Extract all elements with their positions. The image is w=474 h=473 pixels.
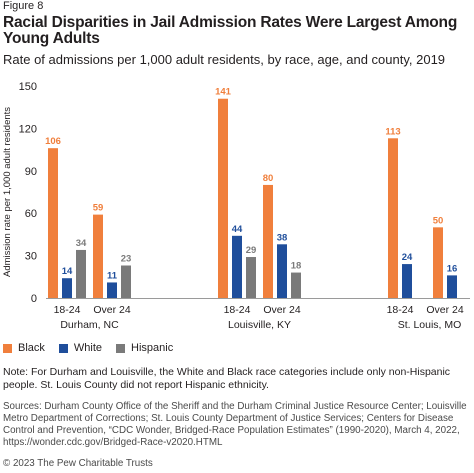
data-label-white: 16 — [447, 263, 458, 274]
county-label: Louisville, KY — [228, 319, 291, 331]
y-axis-label: Admission rate per 1,000 adult residents — [2, 107, 13, 277]
y-tick-label: 150 — [19, 81, 37, 93]
bar-white — [447, 275, 457, 298]
x-tick-label: 18-24 — [224, 304, 251, 316]
bar-black — [263, 184, 273, 298]
x-tick-label: Over 24 — [93, 304, 131, 316]
chart-title: Racial Disparities in Jail Admission Rat… — [3, 14, 458, 47]
bar-hispanic — [76, 249, 86, 298]
chart-note: Note: For Durham and Louisville, the Whi… — [3, 366, 451, 391]
bar-white — [232, 235, 242, 298]
data-label-white: 44 — [232, 224, 243, 235]
legend-item-white: White — [58, 342, 103, 354]
bar-black — [218, 98, 228, 298]
bar-black — [93, 214, 103, 298]
y-tick-label: 90 — [25, 166, 37, 178]
x-tick-label: Over 24 — [263, 304, 301, 316]
data-label-white: 11 — [107, 270, 118, 281]
figure-label: Figure 8 — [3, 0, 44, 12]
x-tick-label: Over 24 — [426, 304, 464, 316]
bar-black — [48, 148, 58, 298]
x-tick-label: 18-24 — [387, 304, 414, 316]
legend-item-hispanic: Hispanic — [116, 342, 173, 354]
copyright: © 2023 The Pew Charitable Trusts — [3, 458, 153, 469]
chart-legend: Black White Hispanic — [3, 342, 187, 354]
chart-subtitle: Rate of admissions per 1,000 adult resid… — [3, 52, 446, 67]
y-tick-label: 30 — [25, 251, 37, 263]
legend-swatch-black — [3, 343, 12, 353]
legend-label-hispanic: Hispanic — [131, 342, 174, 354]
bar-white — [107, 282, 117, 298]
x-tick-label: 18-24 — [54, 304, 81, 316]
data-label-black: 80 — [263, 173, 274, 184]
data-label-white: 24 — [402, 252, 413, 263]
y-tick-label: 60 — [25, 208, 37, 220]
legend-label-black: Black — [18, 342, 45, 354]
bar-black — [388, 138, 398, 298]
data-label-hispanic: 34 — [76, 238, 87, 249]
bar-hispanic — [246, 257, 256, 298]
bar-white — [277, 244, 287, 298]
bar-black — [433, 227, 443, 298]
data-label-white: 38 — [277, 232, 288, 243]
bar-hispanic — [121, 265, 131, 298]
y-tick-label: 120 — [19, 123, 37, 135]
bar-white — [402, 264, 412, 298]
data-label-hispanic: 29 — [246, 245, 257, 256]
data-label-black: 113 — [385, 126, 400, 137]
data-label-black: 141 — [215, 87, 232, 98]
legend-item-black: Black — [3, 342, 45, 354]
bar-chart: Admission rate per 1,000 adult residents… — [2, 81, 470, 331]
county-label: Durham, NC — [60, 319, 119, 331]
data-label-hispanic: 23 — [121, 253, 132, 264]
chart-sources: Sources: Durham County Office of the She… — [3, 401, 467, 448]
legend-label-white: White — [73, 342, 103, 354]
data-label-white: 14 — [62, 266, 73, 277]
y-tick-label: 0 — [31, 293, 37, 305]
county-label: St. Louis, MO — [398, 319, 462, 331]
data-label-black: 59 — [93, 203, 104, 214]
bar-white — [62, 278, 72, 298]
data-label-hispanic: 18 — [291, 261, 302, 272]
legend-swatch-white — [58, 343, 68, 353]
data-label-black: 50 — [433, 215, 444, 226]
legend-swatch-hispanic — [116, 343, 126, 353]
data-label-black: 106 — [45, 136, 61, 147]
bar-hispanic — [291, 272, 301, 298]
